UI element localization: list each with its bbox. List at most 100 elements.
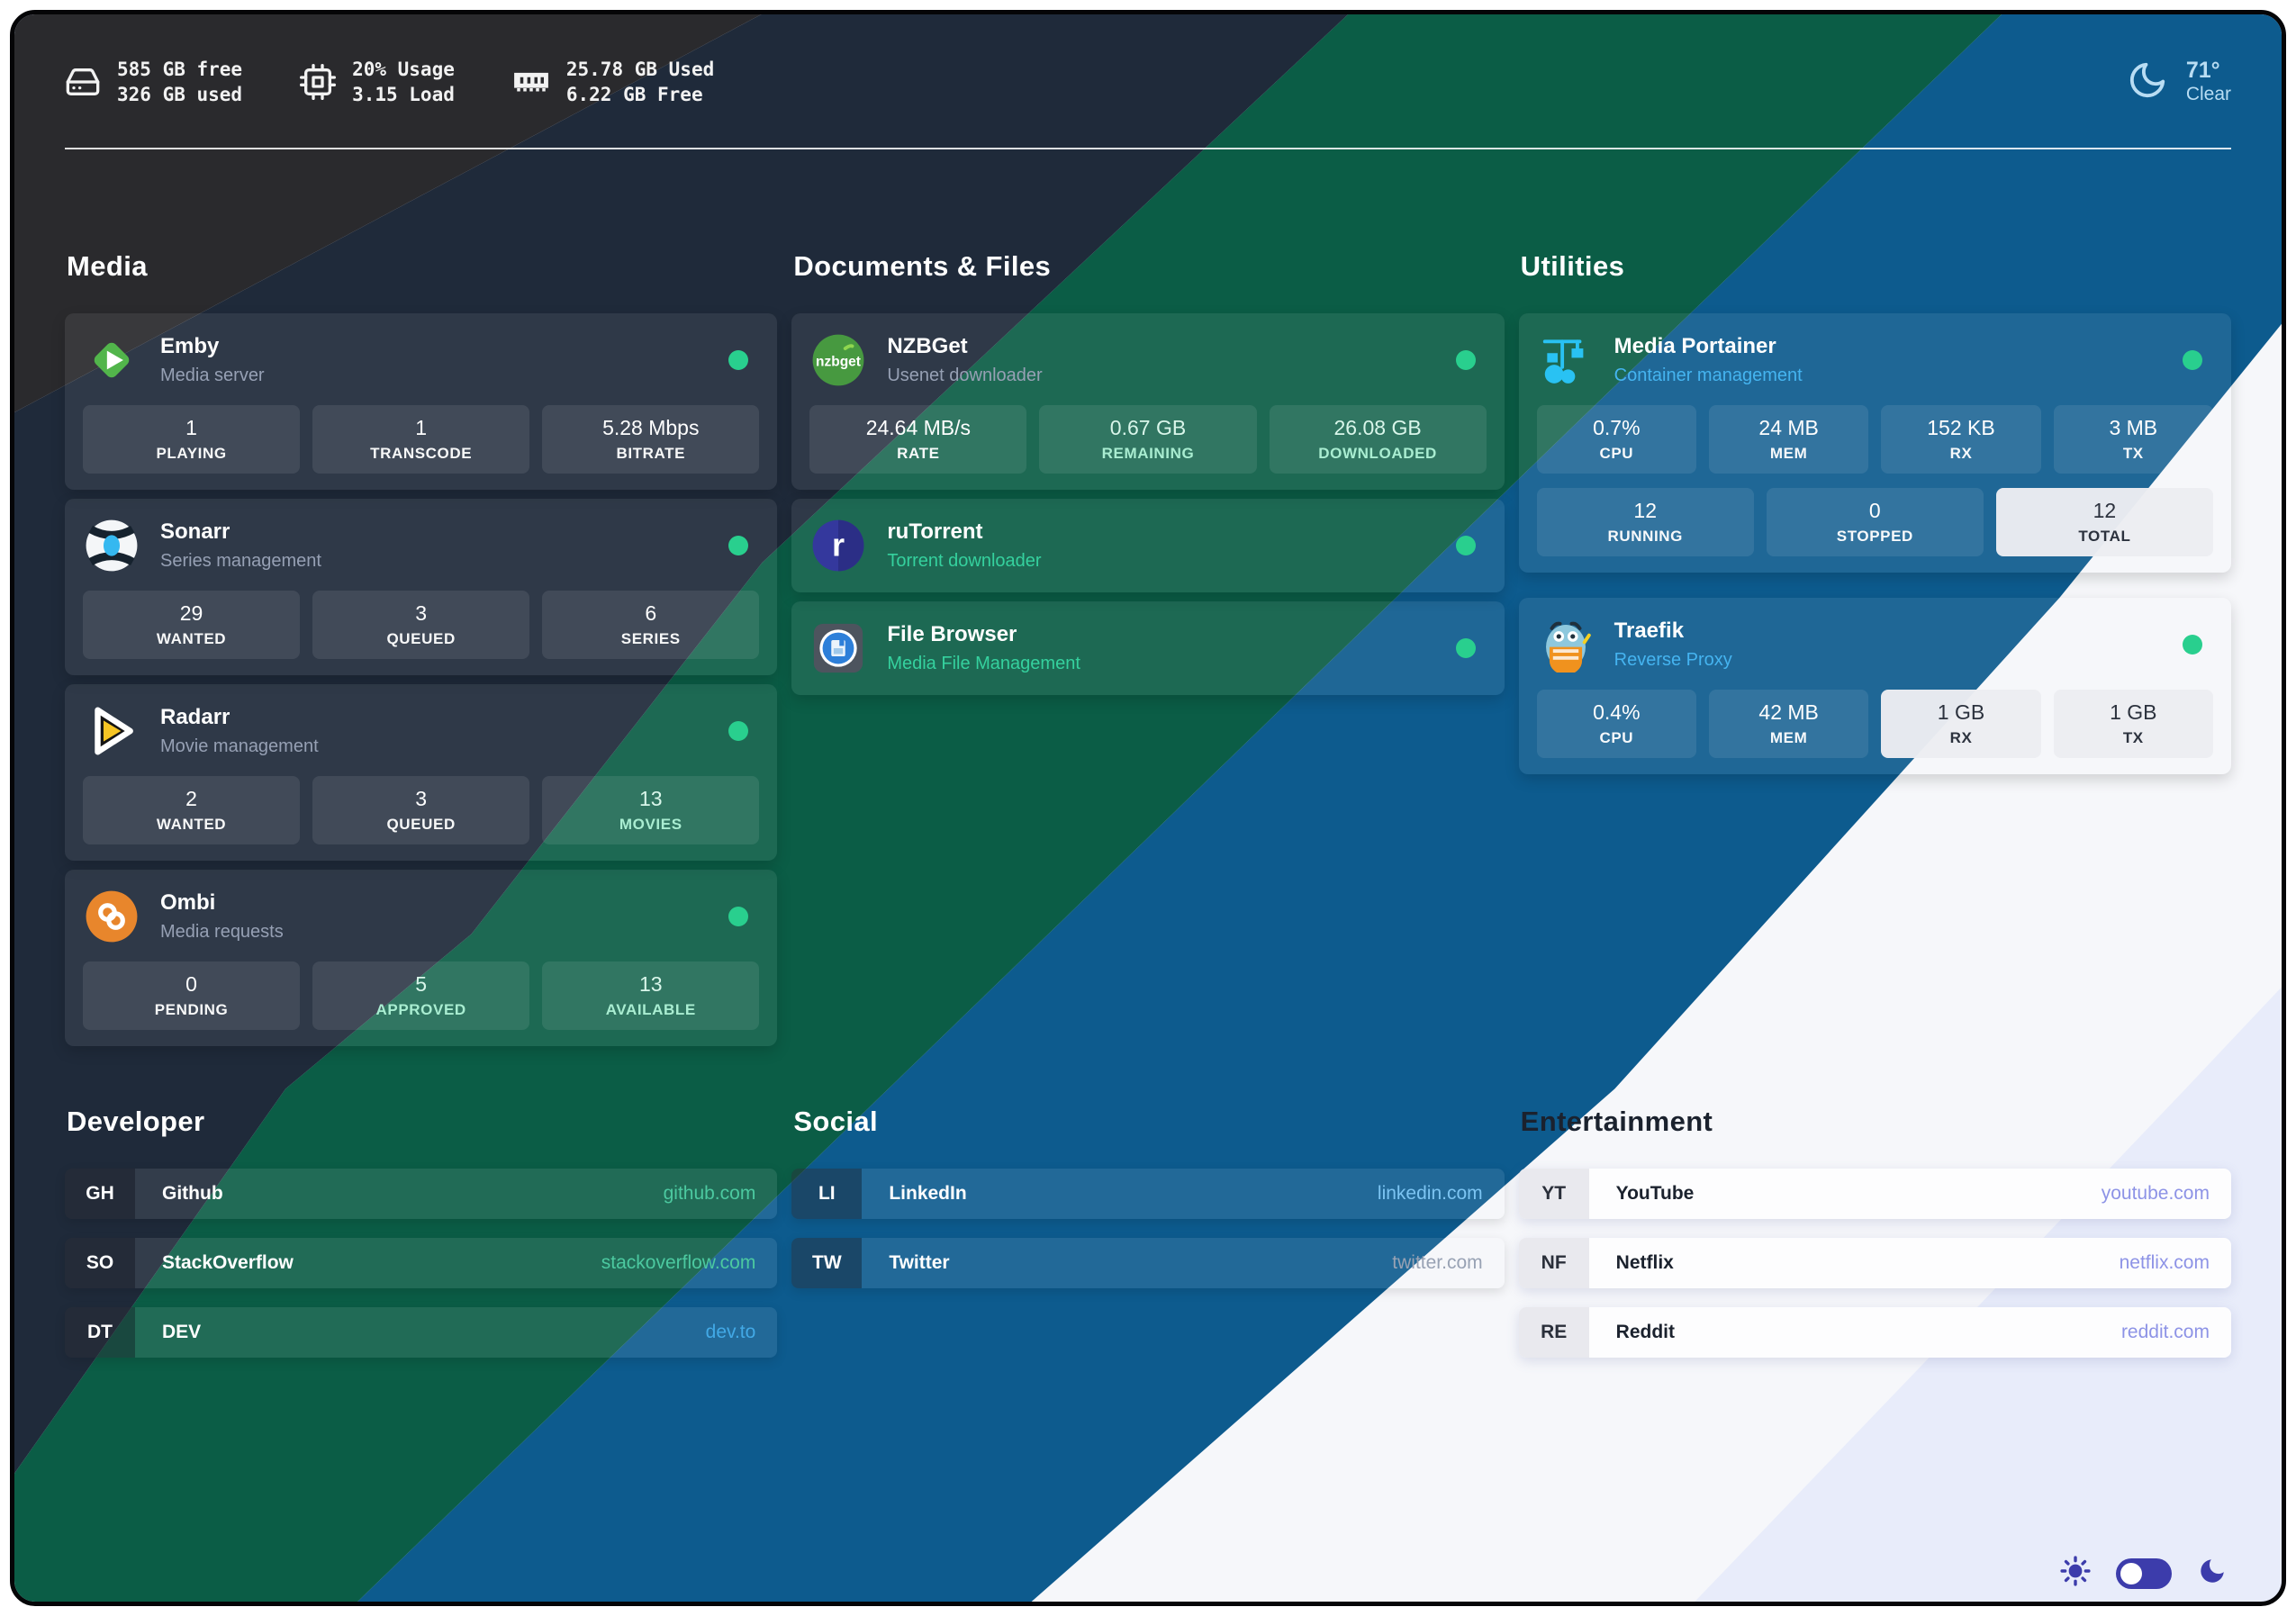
section-title-developer: Developer bbox=[67, 1106, 205, 1137]
section-media: Media Emby Media server bbox=[65, 250, 778, 1055]
theme-toggle-switch[interactable] bbox=[2116, 1557, 2172, 1589]
cpu-icon bbox=[300, 64, 337, 100]
status-dot bbox=[1455, 350, 1476, 370]
cpu-load-text: 3.15 Load bbox=[352, 84, 455, 105]
stat-label: TX bbox=[2122, 729, 2144, 746]
link-abbr: GH bbox=[65, 1169, 135, 1219]
link-row-stackoverflow[interactable]: SO StackOverflow stackoverflow.com bbox=[65, 1238, 778, 1288]
app-card-radarr[interactable]: Radarr Movie management 2 WANTED 3 QUEUE… bbox=[65, 684, 778, 861]
app-card-sonarr[interactable]: Sonarr Series management 29 WANTED 3 QUE… bbox=[65, 499, 778, 675]
stat-value: 6 bbox=[645, 601, 657, 625]
hard-drive-icon bbox=[65, 64, 101, 100]
status-dot bbox=[1455, 638, 1476, 658]
status-dot bbox=[728, 536, 749, 555]
stat-label: REMAINING bbox=[1101, 445, 1195, 462]
stat-value: 12 bbox=[2093, 499, 2117, 522]
link-abbr: RE bbox=[1518, 1307, 1589, 1358]
link-row-twitter[interactable]: TW Twitter twitter.com bbox=[791, 1238, 1505, 1288]
stat-value: 2 bbox=[185, 787, 197, 810]
link-url: github.com bbox=[663, 1183, 756, 1204]
stat-chip: 5.28 Mbps BITRATE bbox=[542, 405, 760, 474]
app-subtitle: Usenet downloader bbox=[887, 366, 1043, 385]
dashboard-window: 585 GB free 326 GB used 20% Usage bbox=[10, 10, 2286, 1606]
status-dot bbox=[1455, 536, 1476, 555]
stat-chip: 3 QUEUED bbox=[312, 591, 530, 659]
app-card-ombi[interactable]: Ombi Media requests 0 PENDING 5 APPROVED bbox=[65, 870, 778, 1046]
stat-label: RX bbox=[1949, 729, 1973, 746]
stat-value: 1 GB bbox=[1937, 700, 1985, 724]
stat-value: 0 bbox=[1868, 499, 1881, 522]
app-card-nzbget[interactable]: nzbget NZBGet Usenet downloader 24.64 M bbox=[791, 313, 1505, 490]
app-card-rutorrent[interactable]: r ruTorrent Torrent downloader bbox=[791, 499, 1505, 592]
stat-value: 13 bbox=[638, 787, 663, 810]
disk-used-text: 326 GB used bbox=[117, 84, 243, 105]
section-title-entertainment: Entertainment bbox=[1520, 1106, 1713, 1137]
link-row-dev[interactable]: DT DEV dev.to bbox=[65, 1307, 778, 1358]
link-url: stackoverflow.com bbox=[601, 1252, 756, 1273]
sections-grid: Media Emby Media server bbox=[65, 250, 2231, 1377]
section-utilities: Utilities bbox=[1518, 250, 2231, 1055]
stat-label: SERIES bbox=[620, 630, 681, 647]
app-title: Radarr bbox=[160, 705, 231, 729]
stat-value: 0.67 GB bbox=[1109, 416, 1187, 439]
section-title-social: Social bbox=[793, 1106, 879, 1137]
link-row-reddit[interactable]: RE Reddit reddit.com bbox=[1518, 1307, 2231, 1358]
stat-value: 1 bbox=[185, 416, 197, 439]
link-abbr: LI bbox=[791, 1169, 863, 1219]
stat-label: STOPPED bbox=[1836, 528, 1913, 545]
stat-chip: 1 GB TX bbox=[2053, 690, 2213, 758]
app-card-filebrowser[interactable]: File Browser Media File Management bbox=[791, 601, 1505, 695]
nzbget-icon: nzbget bbox=[809, 331, 867, 389]
app-card-emby[interactable]: Emby Media server 1 PLAYING 1 TRANSCODE bbox=[65, 313, 778, 490]
stat-chip: 1 PLAYING bbox=[83, 405, 301, 474]
stat-chip: 13 AVAILABLE bbox=[542, 961, 760, 1030]
section-title-documents: Documents & Files bbox=[793, 250, 1052, 282]
stat-label: TX bbox=[2122, 445, 2144, 462]
stat-chip: 13 MOVIES bbox=[542, 776, 760, 844]
radarr-icon bbox=[83, 702, 140, 760]
link-row-netflix[interactable]: NF Netflix netflix.com bbox=[1518, 1238, 2231, 1288]
stat-value: 1 GB bbox=[2110, 700, 2157, 724]
section-developer: Developer GH Github github.com SO StackO… bbox=[65, 1106, 778, 1377]
stat-chip: 24 MB MEM bbox=[1708, 405, 1869, 474]
link-url: twitter.com bbox=[1392, 1252, 1483, 1273]
stat-label: QUEUED bbox=[386, 630, 456, 647]
svg-text:nzbget: nzbget bbox=[816, 354, 861, 369]
stat-value: 26.08 GB bbox=[1333, 416, 1422, 439]
stat-chip: 3 QUEUED bbox=[312, 776, 530, 844]
link-abbr: TW bbox=[791, 1238, 863, 1288]
traefik-icon bbox=[1537, 616, 1595, 673]
app-subtitle: Container management bbox=[1614, 366, 1803, 385]
app-title: NZBGet bbox=[887, 334, 968, 358]
stat-chip: 1 TRANSCODE bbox=[312, 405, 530, 474]
link-name: Twitter bbox=[889, 1252, 950, 1273]
app-card-traefik[interactable]: Traefik Reverse Proxy 0.4% CPU 42 MB MEM bbox=[1518, 598, 2231, 774]
ram-icon bbox=[512, 63, 550, 101]
section-documents: Documents & Files nzbget NZBGet bbox=[791, 250, 1505, 1055]
app-title: Media Portainer bbox=[1614, 334, 1776, 358]
app-title: Ombi bbox=[160, 890, 216, 915]
sun-icon[interactable] bbox=[2060, 1556, 2091, 1591]
stat-chip: 0 STOPPED bbox=[1766, 488, 1984, 556]
link-row-youtube[interactable]: YT YouTube youtube.com bbox=[1518, 1169, 2231, 1219]
theme-toggle-controls bbox=[2060, 1556, 2228, 1591]
link-abbr: NF bbox=[1518, 1238, 1589, 1288]
app-subtitle: Reverse Proxy bbox=[1614, 650, 1732, 670]
link-name: StackOverflow bbox=[162, 1252, 294, 1273]
link-name: YouTube bbox=[1615, 1183, 1695, 1204]
app-subtitle: Series management bbox=[160, 551, 321, 571]
stat-chip: 12 TOTAL bbox=[1995, 488, 2213, 556]
link-url: reddit.com bbox=[2120, 1322, 2210, 1342]
link-row-linkedin[interactable]: LI LinkedIn linkedin.com bbox=[791, 1169, 1505, 1219]
app-subtitle: Movie management bbox=[160, 736, 319, 756]
link-abbr: SO bbox=[65, 1238, 135, 1288]
app-title: Sonarr bbox=[160, 519, 231, 544]
link-row-github[interactable]: GH Github github.com bbox=[65, 1169, 778, 1219]
moon-dark-icon[interactable] bbox=[2197, 1556, 2228, 1591]
stat-value: 0.7% bbox=[1593, 416, 1641, 439]
app-card-portainer[interactable]: Media Portainer Container management 0.7… bbox=[1518, 313, 2231, 573]
stat-value: 3 bbox=[415, 601, 428, 625]
dashboard-content: 585 GB free 326 GB used 20% Usage bbox=[14, 14, 2282, 1602]
stat-label: TOTAL bbox=[2078, 528, 2131, 545]
link-name: DEV bbox=[162, 1322, 202, 1342]
